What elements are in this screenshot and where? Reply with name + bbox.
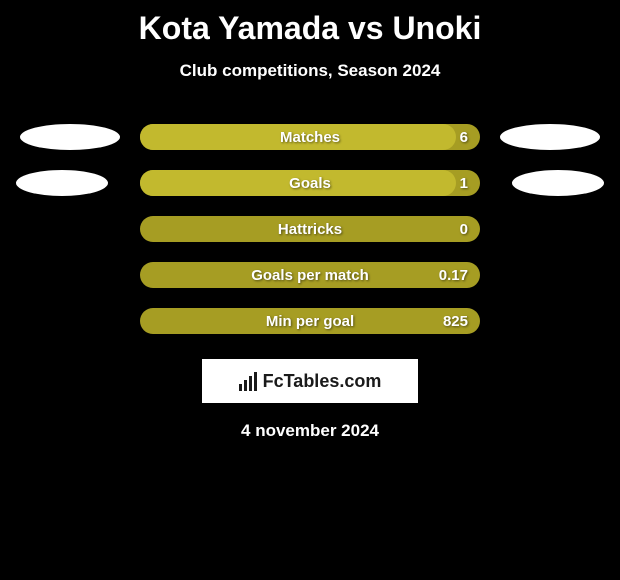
- stat-value: 825: [443, 313, 468, 330]
- stat-bar: Min per goal 825: [140, 308, 480, 334]
- stat-value: 0.17: [439, 267, 468, 284]
- stat-row: Min per goal 825: [0, 307, 620, 335]
- stat-bar: Goals per match 0.17: [140, 262, 480, 288]
- bar-chart-icon: [239, 371, 257, 391]
- stat-row: Goals 1: [0, 169, 620, 197]
- stat-bar: Hattricks 0: [140, 216, 480, 242]
- logo-text: FcTables.com: [263, 371, 382, 392]
- main-container: Kota Yamada vs Unoki Club competitions, …: [0, 0, 620, 449]
- left-ellipse-icon: [20, 124, 120, 150]
- footer-date: 4 november 2024: [0, 421, 620, 441]
- right-ellipse-icon: [512, 170, 604, 196]
- stat-label: Min per goal: [266, 313, 354, 330]
- stat-label: Hattricks: [278, 221, 342, 238]
- stat-bar: Matches 6: [140, 124, 480, 150]
- stat-bar: Goals 1: [140, 170, 480, 196]
- stat-label: Matches: [280, 129, 340, 146]
- stat-row: Hattricks 0: [0, 215, 620, 243]
- stats-section: Matches 6 Goals 1 Hattricks 0 Goals per match 0…: [0, 123, 620, 335]
- left-ellipse-icon: [16, 170, 108, 196]
- stat-label: Goals: [289, 175, 331, 192]
- stat-row: Goals per match 0.17: [0, 261, 620, 289]
- right-ellipse-icon: [500, 124, 600, 150]
- stat-row: Matches 6: [0, 123, 620, 151]
- stat-value: 6: [460, 129, 468, 146]
- stat-value: 1: [460, 175, 468, 192]
- page-subtitle: Club competitions, Season 2024: [0, 61, 620, 81]
- stat-label: Goals per match: [251, 267, 369, 284]
- page-title: Kota Yamada vs Unoki: [0, 10, 620, 47]
- stat-value: 0: [460, 221, 468, 238]
- logo-box: FcTables.com: [202, 359, 418, 403]
